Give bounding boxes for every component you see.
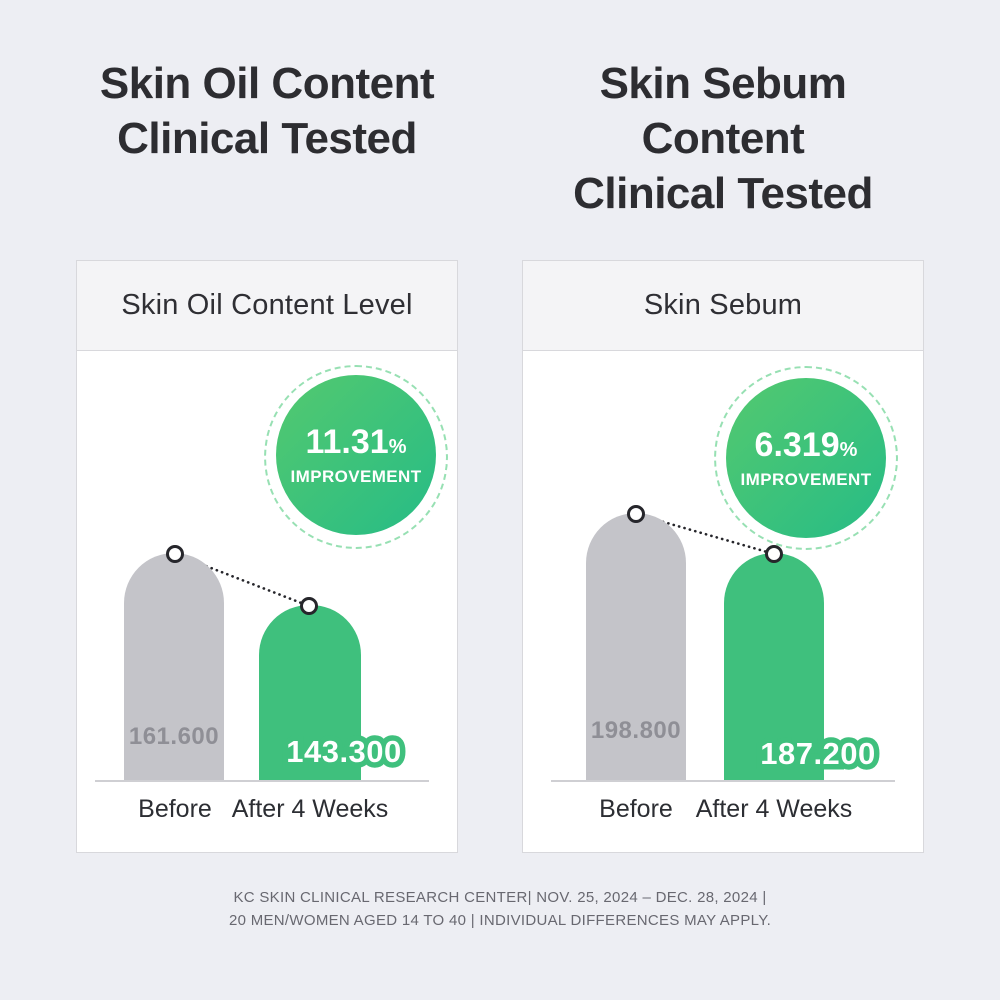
value-label-before: 198.800 bbox=[590, 717, 682, 744]
improvement-badge: 11.31% IMPROVEMENT bbox=[276, 375, 436, 535]
improvement-badge: 6.319% IMPROVEMENT bbox=[726, 378, 886, 538]
bar-before bbox=[586, 513, 686, 781]
category-label-after: After 4 Weeks bbox=[695, 795, 853, 823]
axis-baseline bbox=[551, 780, 895, 782]
chart-area-skin-oil: 11.31% IMPROVEMENT 161.600 143.300 143.3… bbox=[77, 351, 457, 852]
value-label-text: 187.200 bbox=[760, 736, 876, 771]
percent-sign: % bbox=[388, 435, 407, 458]
footer-line-1: KC SKIN CLINICAL RESEARCH CENTER| NOV. 2… bbox=[233, 889, 767, 906]
data-point-marker-before bbox=[627, 505, 645, 523]
footer-line-2: 20 MEN/WOMEN AGED 14 TO 40 | INDIVIDUAL … bbox=[228, 912, 772, 929]
heading-line: Clinical Tested bbox=[573, 169, 873, 218]
percent-sign: % bbox=[839, 438, 858, 461]
data-point-marker-after bbox=[300, 597, 318, 615]
improvement-value: 11.31% bbox=[305, 424, 406, 465]
heading-skin-oil: Skin Oil Content Clinical Tested bbox=[76, 56, 458, 166]
category-label-before: Before bbox=[138, 795, 212, 823]
value-label-after: 143.300 143.300 bbox=[264, 729, 424, 775]
heading-line: Clinical Tested bbox=[117, 114, 417, 163]
category-label-before: Before bbox=[599, 795, 673, 823]
heading-line: Content bbox=[641, 114, 805, 163]
bar-before bbox=[124, 553, 224, 781]
improvement-label: IMPROVEMENT bbox=[740, 469, 872, 489]
data-point-marker-after bbox=[765, 545, 783, 563]
card-title-text: Skin Oil Content Level bbox=[121, 289, 413, 321]
value-label-text: 143.300 bbox=[286, 734, 402, 769]
chart-card-skin-oil: Skin Oil Content Level 11.31% IMPROVEMEN… bbox=[76, 260, 458, 853]
card-title-text: Skin Sebum bbox=[643, 289, 803, 321]
improvement-number: 6.319 bbox=[754, 425, 840, 464]
card-title-skin-sebum: Skin Sebum bbox=[523, 261, 923, 351]
card-title-skin-oil: Skin Oil Content Level bbox=[77, 261, 457, 351]
dashed-ring-decoration bbox=[264, 365, 448, 549]
improvement-number: 11.31 bbox=[305, 422, 389, 461]
value-label-after: 187.200 187.200 bbox=[738, 731, 898, 777]
bar-after bbox=[724, 553, 824, 781]
value-label-outline: 187.200 bbox=[755, 731, 881, 777]
axis-baseline bbox=[95, 780, 429, 782]
data-point-marker-before bbox=[166, 545, 184, 563]
value-label-before: 161.600 bbox=[128, 723, 220, 750]
bar-after bbox=[259, 605, 361, 781]
chart-card-skin-sebum: Skin Sebum 6.319% IMPROVEMENT 198.800 18… bbox=[522, 260, 924, 853]
dashed-ring-decoration bbox=[714, 366, 898, 550]
footer-disclaimer: KC SKIN CLINICAL RESEARCH CENTER| NOV. 2… bbox=[0, 886, 1000, 932]
improvement-value: 6.319% bbox=[755, 427, 858, 468]
heading-line: Skin Sebum bbox=[599, 59, 847, 108]
improvement-label: IMPROVEMENT bbox=[290, 466, 422, 486]
value-label-outline: 143.300 bbox=[281, 729, 407, 775]
chart-area-skin-sebum: 6.319% IMPROVEMENT 198.800 187.200 187.2… bbox=[523, 351, 923, 852]
category-label-after: After 4 Weeks bbox=[231, 795, 389, 823]
heading-skin-sebum: Skin Sebum Content Clinical Tested bbox=[522, 56, 924, 221]
heading-line: Skin Oil Content bbox=[99, 59, 435, 108]
